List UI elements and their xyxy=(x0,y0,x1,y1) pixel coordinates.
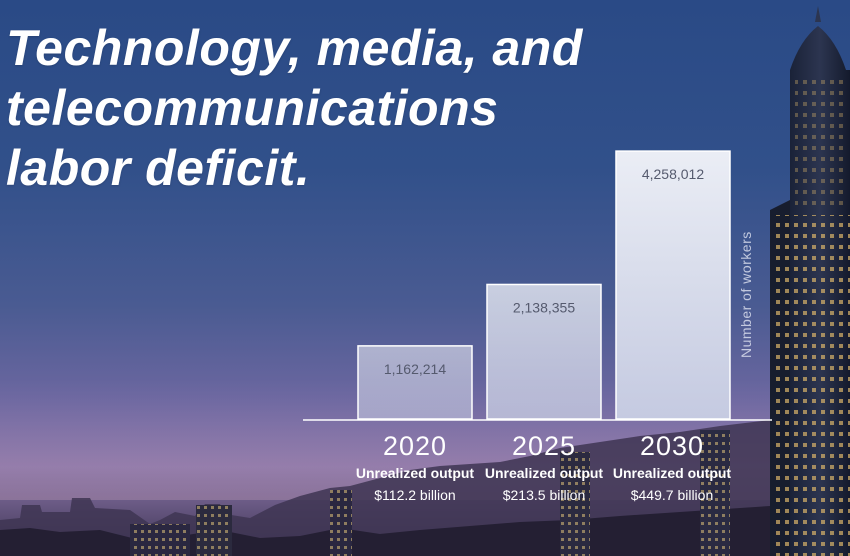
title-line-2: telecommunications xyxy=(6,80,499,136)
chart-title: Technology, media, and telecommunication… xyxy=(6,18,583,198)
bar-2020 xyxy=(357,345,473,420)
bar-value-label: 4,258,012 xyxy=(642,166,704,182)
title-line-3: labor deficit. xyxy=(6,140,311,196)
x-tick-label: 2030 xyxy=(639,431,705,461)
unrealized-output-heading: Unrealized output xyxy=(612,465,732,481)
bars: 1,162,214 2,138,355 4,258,012 xyxy=(357,150,731,420)
category-2020: 2020 Unrealized output $112.2 billion xyxy=(350,431,480,504)
bar-2025 xyxy=(486,283,602,420)
unrealized-output-value: $449.7 billion xyxy=(630,487,714,503)
unrealized-output-heading: Unrealized output xyxy=(355,465,475,481)
x-tick-label: 2025 xyxy=(511,431,577,461)
x-tick-label: 2020 xyxy=(382,431,448,461)
unrealized-output-value: $112.2 billion xyxy=(374,487,456,503)
y-axis-label: Number of workers xyxy=(738,231,754,358)
unrealized-output-heading: Unrealized output xyxy=(484,465,604,481)
bar-2030 xyxy=(615,150,731,420)
category-2030: 2030 Unrealized output $449.7 billion xyxy=(607,431,737,504)
category-2025: 2025 Unrealized output $213.5 billion xyxy=(479,431,609,504)
title-line-1: Technology, media, and xyxy=(6,20,583,76)
bar-value-label: 1,162,214 xyxy=(384,361,446,377)
bar-value-label: 2,138,355 xyxy=(513,299,575,315)
unrealized-output-value: $213.5 billion xyxy=(502,487,586,503)
